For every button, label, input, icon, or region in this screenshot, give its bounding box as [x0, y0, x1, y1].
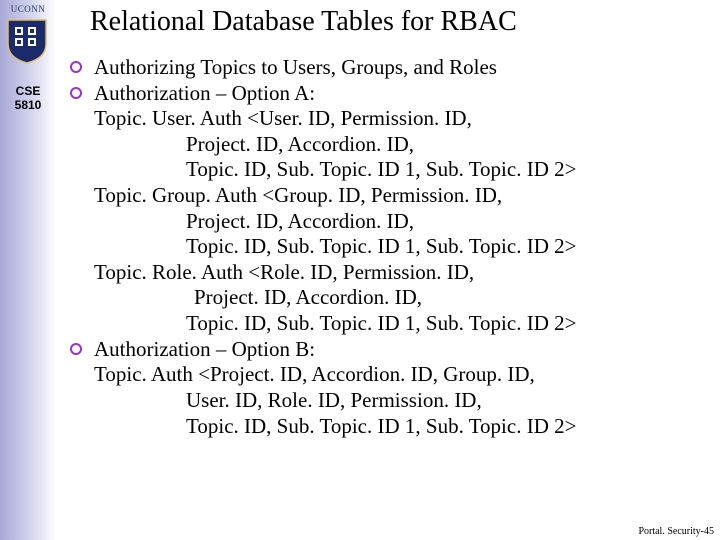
course-code: CSE 5810: [0, 85, 56, 113]
course-code-line2: 5810: [0, 99, 56, 113]
uconn-shield-logo: [6, 18, 48, 64]
bullet-icon: [70, 337, 94, 355]
bullet-icon: [70, 81, 94, 99]
university-name: UCONN: [0, 4, 56, 14]
body-line: Project. ID, Accordion. ID,: [94, 209, 710, 235]
body-line: Topic. User. Auth <User. ID, Permission.…: [94, 106, 710, 132]
slide: UCONN CSE 5810 Relational Database Table…: [0, 0, 720, 540]
bullet-item: Authorization – Option A: Topic. User. A…: [70, 81, 710, 337]
body-line: Project. ID, Accordion. ID,: [94, 132, 710, 158]
body-line: Topic. ID, Sub. Topic. ID 1, Sub. Topic.…: [94, 157, 710, 183]
bullet-text: Authorization – Option B:: [94, 337, 710, 363]
slide-body: Authorizing Topics to Users, Groups, and…: [70, 55, 710, 439]
body-line: Topic. ID, Sub. Topic. ID 1, Sub. Topic.…: [94, 234, 710, 260]
bullet-item: Authorizing Topics to Users, Groups, and…: [70, 55, 710, 81]
body-line: User. ID, Role. ID, Permission. ID,: [94, 388, 710, 414]
sidebar-gradient: [0, 0, 56, 540]
bullet-icon: [70, 55, 94, 73]
body-line: Project. ID, Accordion. ID,: [94, 285, 710, 311]
body-line: Topic. Role. Auth <Role. ID, Permission.…: [94, 260, 710, 286]
bullet-text: Authorizing Topics to Users, Groups, and…: [94, 55, 710, 81]
body-line: Topic. ID, Sub. Topic. ID 1, Sub. Topic.…: [94, 414, 710, 440]
course-code-line1: CSE: [0, 85, 56, 99]
bullet-text: Authorization – Option A:: [94, 81, 710, 107]
bullet-item: Authorization – Option B: Topic. Auth <P…: [70, 337, 710, 439]
slide-footer: Portal. Security-45: [638, 526, 714, 537]
body-line: Topic. ID, Sub. Topic. ID 1, Sub. Topic.…: [94, 311, 710, 337]
body-line: Topic. Auth <Project. ID, Accordion. ID,…: [94, 362, 710, 388]
slide-title: Relational Database Tables for RBAC: [90, 6, 710, 38]
body-line: Topic. Group. Auth <Group. ID, Permissio…: [94, 183, 710, 209]
